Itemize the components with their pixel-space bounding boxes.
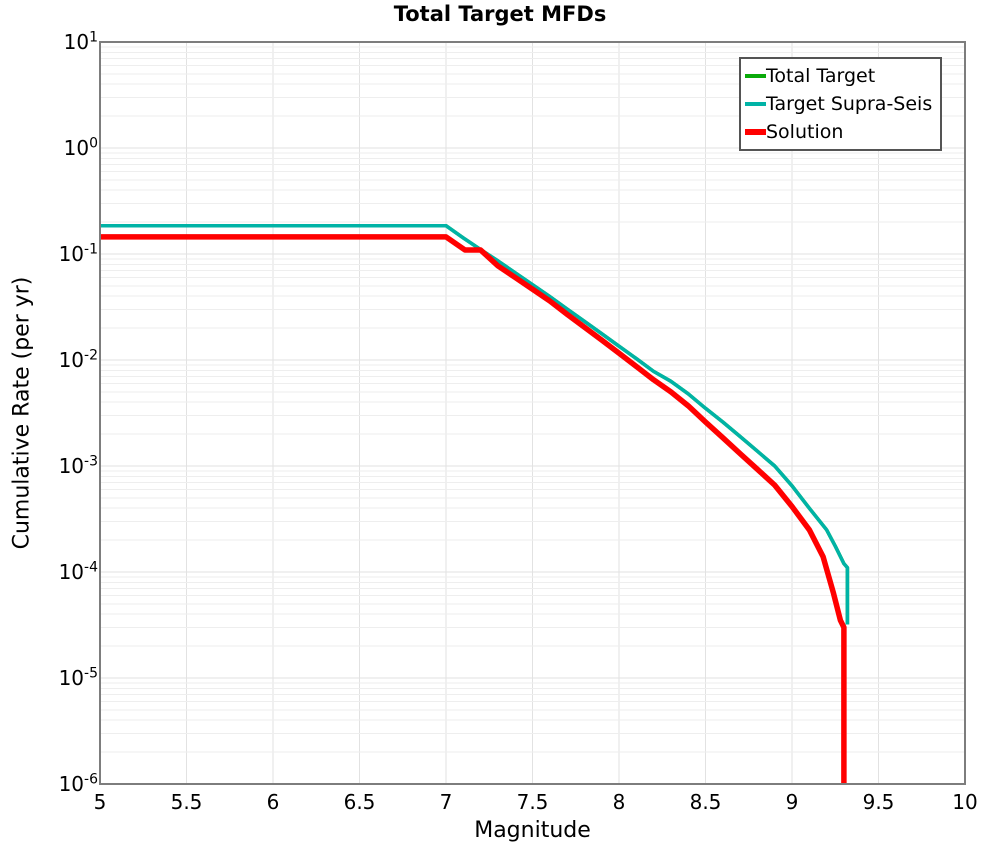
plot-border: [99, 41, 966, 785]
x-tick-label: 9: [785, 790, 799, 814]
x-tick-label: 6.5: [343, 790, 376, 814]
x-tick-label: 6: [266, 790, 280, 814]
x-axis-label: Magnitude: [474, 818, 591, 843]
legend-item-solution: Solution: [745, 118, 932, 146]
legend-item-target-supra-seis: Target Supra-Seis: [745, 90, 932, 118]
legend-label: Solution: [766, 121, 844, 143]
legend-box: Total Target Target Supra-Seis Solution: [739, 57, 943, 151]
y-tick-label: 10-4: [58, 559, 98, 584]
y-tick-label: 10-1: [58, 241, 98, 266]
y-tick-label: 10-2: [58, 347, 98, 372]
x-tick-label: 10: [952, 790, 978, 814]
x-tick-label: 5.5: [170, 790, 203, 814]
target-supra-seis-line-swatch: [745, 102, 766, 106]
y-axis-label: Cumulative Rate (per yr): [9, 276, 35, 550]
y-tick-label: 10-3: [58, 453, 98, 478]
x-tick-label: 9.5: [862, 790, 895, 814]
y-tick-label: 10-5: [58, 665, 98, 690]
series-line-solution: [100, 234, 847, 784]
legend-label: Target Supra-Seis: [766, 93, 933, 115]
x-tick-label: 7: [439, 790, 453, 814]
solution-line-swatch: [745, 129, 766, 135]
legend-item-total-target: Total Target: [745, 62, 932, 90]
y-tick-label: 100: [63, 135, 98, 160]
total-target-line-swatch: [745, 74, 766, 78]
x-tick-label: 5: [93, 790, 107, 814]
chart-title: Total Target MFDs: [393, 2, 607, 26]
legend-label: Total Target: [766, 65, 876, 87]
series-line-target-supra-seis: [100, 223, 850, 625]
x-tick-label: 8: [612, 790, 626, 814]
y-tick-label: 10-6: [58, 771, 98, 796]
y-tick-label: 101: [63, 29, 98, 54]
x-tick-label: 8.5: [689, 790, 722, 814]
x-tick-label: 7.5: [516, 790, 549, 814]
